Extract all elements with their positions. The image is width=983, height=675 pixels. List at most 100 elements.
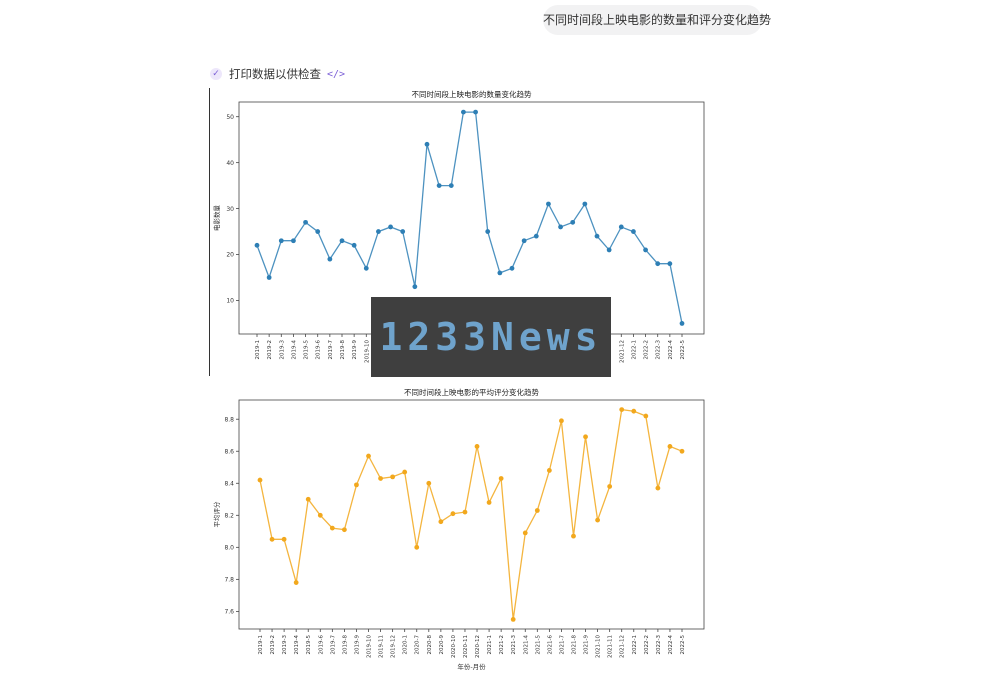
y-axis-label: 平均评分 <box>212 501 221 528</box>
x-tick-label: 2019-6 <box>316 340 322 360</box>
tool-status-label: 打印数据以供检查 <box>229 67 321 81</box>
data-point <box>607 484 613 489</box>
y-tick-label: 30 <box>226 206 234 213</box>
data-point <box>436 183 442 189</box>
x-tick-label: 2019-12 <box>391 635 397 658</box>
x-tick-label: 2022-2 <box>644 635 650 654</box>
data-point <box>339 238 345 244</box>
x-tick-label: 2019-11 <box>379 635 385 658</box>
x-tick-label: 2019-3 <box>282 635 288 655</box>
x-tick-label: 2020-10 <box>451 635 457 658</box>
data-point <box>351 242 357 248</box>
x-tick-label: 2019-10 <box>364 340 370 363</box>
data-point <box>269 536 275 542</box>
x-tick-label: 2020-7 <box>415 635 421 655</box>
y-tick-label: 8.8 <box>224 416 234 423</box>
x-tick-label: 2021-10 <box>596 635 602 658</box>
x-tick-label: 2019-4 <box>291 340 297 360</box>
tool-status-row[interactable]: ✓ 打印数据以供检查 </> <box>210 66 345 82</box>
x-tick-label: 2019-9 <box>352 340 358 360</box>
data-point <box>363 265 369 271</box>
data-point <box>278 238 284 244</box>
data-point <box>450 511 456 517</box>
data-point <box>462 509 468 515</box>
data-point <box>354 482 359 488</box>
x-tick-label: 2021-11 <box>608 635 614 658</box>
data-point <box>448 183 454 189</box>
x-tick-label: 2019-7 <box>330 635 336 655</box>
x-tick-label: 2019-8 <box>340 340 346 360</box>
data-point <box>402 469 408 475</box>
x-tick-label: 2021-6 <box>547 635 553 655</box>
data-point <box>424 141 430 147</box>
data-point <box>595 517 600 523</box>
x-tick-label: 2022-1 <box>632 635 638 654</box>
x-tick-label: 2021-12 <box>619 340 625 363</box>
data-point <box>426 480 432 486</box>
x-tick-label: 2021-4 <box>523 635 529 655</box>
data-point <box>619 407 625 413</box>
y-tick-label: 7.8 <box>224 577 234 584</box>
data-point <box>522 530 528 536</box>
series-line <box>259 408 683 620</box>
data-point <box>583 434 588 440</box>
y-tick-label: 8.4 <box>224 480 234 487</box>
data-point <box>376 229 381 234</box>
data-point <box>558 224 563 230</box>
chart-title: 不同时间段上映电影的平均评分变化趋势 <box>404 387 539 397</box>
x-axis-label: 年份-月份 <box>457 662 486 671</box>
data-point <box>317 512 323 518</box>
data-point <box>606 247 612 253</box>
data-point <box>281 536 287 542</box>
data-point <box>485 229 491 234</box>
data-point <box>546 468 552 473</box>
x-tick-label: 2019-2 <box>267 340 273 359</box>
y-tick-label: 20 <box>226 252 234 259</box>
x-tick-label: 2020-9 <box>439 635 445 655</box>
check-icon: ✓ <box>210 68 222 80</box>
x-tick-label: 2021-2 <box>499 635 505 654</box>
x-tick-label: 2019-9 <box>354 635 360 655</box>
data-point <box>388 224 393 230</box>
x-tick-label: 2019-4 <box>294 635 300 655</box>
data-point <box>438 519 444 525</box>
data-point <box>667 444 673 449</box>
user-message-bubble: 不同时间段上映电影的数量和评分变化趋势 <box>543 5 771 35</box>
data-point <box>509 265 515 271</box>
series-line <box>256 111 683 324</box>
watermark-text: 1233News <box>379 315 603 359</box>
data-point <box>679 321 685 326</box>
chart-2: 不同时间段上映电影的平均评分变化趋势 7.6 7.8 8.0 8.2 8.4 8.6 8.8 平… <box>212 387 705 671</box>
data-point <box>414 544 420 550</box>
data-point <box>631 229 636 234</box>
data-point <box>266 275 272 280</box>
data-point <box>342 527 347 533</box>
data-point <box>631 408 637 414</box>
y-tick-label: 7.6 <box>224 609 234 616</box>
data-point <box>474 444 480 449</box>
x-tick-label: 2019-5 <box>306 635 312 655</box>
x-tick-label: 2022-4 <box>668 340 674 360</box>
data-point <box>655 261 661 267</box>
data-point <box>534 508 540 513</box>
x-tick-label: 2019-7 <box>328 340 334 360</box>
plot-frame <box>238 399 705 630</box>
x-tick-label: 2019-8 <box>342 635 348 655</box>
data-point <box>618 224 624 230</box>
data-point <box>473 109 478 115</box>
data-point <box>315 229 321 234</box>
x-tick-label: 2022-5 <box>680 340 686 360</box>
x-tick-label: 2020-8 <box>427 635 433 655</box>
data-point <box>655 485 661 491</box>
data-point <box>521 238 527 244</box>
x-tick-label: 2019-1 <box>255 340 261 359</box>
x-tick-label: 2022-5 <box>680 635 686 655</box>
data-point <box>582 201 588 207</box>
code-icon[interactable]: </> <box>327 68 346 80</box>
x-tick-label: 2022-2 <box>644 340 650 359</box>
data-point <box>329 525 335 531</box>
y-tick-label: 8.0 <box>224 545 234 552</box>
x-tick-label: 2020-1 <box>403 635 409 654</box>
data-point <box>291 238 296 244</box>
x-tick-label: 2019-2 <box>270 635 276 654</box>
